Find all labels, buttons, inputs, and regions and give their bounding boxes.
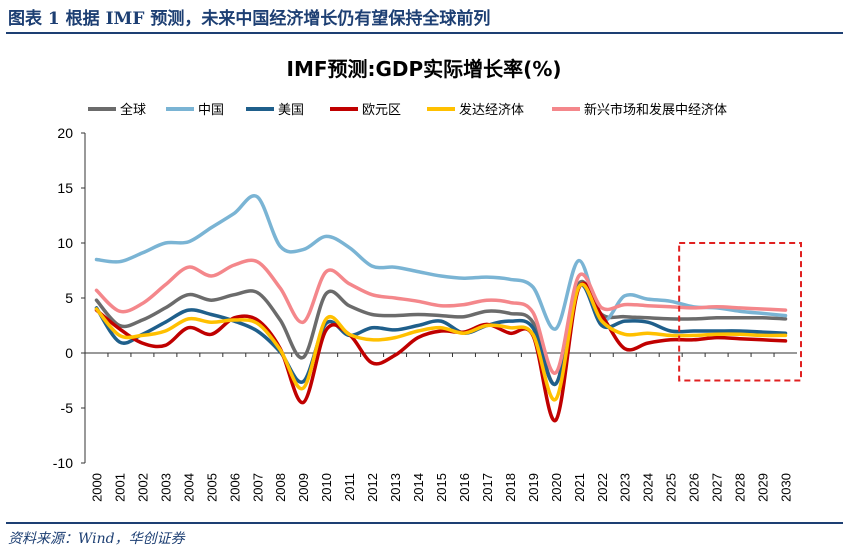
x-tick-label: 2003 [158,473,173,502]
x-tick-label: 2005 [204,473,219,502]
x-tick-label: 2019 [526,473,541,502]
series-line-4 [94,281,788,422]
x-tick-label: 2020 [549,473,564,502]
x-tick-label: 2008 [273,473,288,502]
series-line-6 [94,258,788,375]
x-tick-label: 2018 [503,473,518,502]
x-tick-label: 2013 [388,473,403,502]
legend-label-1: 全球 [120,102,146,118]
x-tick-label: 2028 [733,473,748,502]
y-tick-label: -10 [53,455,73,471]
x-tick-label: 2014 [411,473,426,502]
x-tick-label: 2011 [342,473,357,501]
legend-label-2: 中国 [198,103,224,118]
x-tick-label: 2006 [227,473,242,502]
gdp-growth-chart: IMF预测:GDP实际增长率(%) 全球 中国 美国 欧元区 发达经济体 新兴市场和发展中… [53,57,803,502]
y-tick-label: 10 [57,235,73,251]
series-line-2 [94,194,788,331]
forecast-box [678,242,803,382]
x-tick-label: 2001 [112,473,127,502]
chart-title: IMF预测:GDP实际增长率(%) [287,57,562,81]
legend-label-5: 发达经济体 [459,102,524,118]
x-tick-label: 2007 [250,473,265,502]
x-tick-label: 2016 [457,473,472,502]
top-rule [6,32,843,34]
x-tick-label: 2017 [480,473,495,502]
forecast-highlight [678,242,803,382]
x-tick-label: 2002 [135,473,150,502]
x-tick-label: 2024 [641,473,656,502]
x-tick-label: 2029 [756,473,771,502]
legend-label-3: 美国 [278,103,304,118]
series-lines [94,194,788,422]
x-tick-label: 2010 [319,473,334,502]
x-tick-label: 2022 [595,473,610,502]
source-note: 资料来源：Wind，华创证券 [8,531,185,547]
y-tick-label: 20 [57,125,73,141]
legend-label-6: 新兴市场和发展中经济体 [584,102,727,118]
x-tick-label: 2023 [618,473,633,502]
series-line-3 [94,282,788,386]
x-tick-label: 2026 [687,473,702,502]
y-tick-label: 0 [65,345,73,361]
legend: 全球 中国 美国 欧元区 发达经济体 新兴市场和发展中经济体 [88,102,727,118]
x-tick-label: 2009 [296,473,311,502]
bottom-rule [6,522,843,524]
y-tick-label: 15 [57,180,73,196]
legend-label-4: 欧元区 [362,103,401,118]
series-line-5 [94,282,788,402]
y-tick-label: 5 [65,290,73,306]
figure-title: 图表 1 根据 IMF 预测，未来中国经济增长仍有望保持全球前列 [8,9,491,29]
x-tick-label: 2012 [365,473,380,502]
y-tick-label: -5 [61,400,74,416]
x-tick-label: 2030 [779,473,794,502]
series-line-1 [94,279,788,386]
x-tick-label: 2004 [181,473,196,502]
x-tick-label: 2025 [664,473,679,502]
x-tick-label: 2027 [710,473,725,502]
axes: -10 -5 0 5 10 15 20 2000 2001 2002 2003 2004 2005 200… [53,125,797,502]
x-tick-label: 2000 [89,473,104,502]
x-tick-label: 2015 [434,473,449,502]
x-tick-label: 2021 [572,473,587,502]
